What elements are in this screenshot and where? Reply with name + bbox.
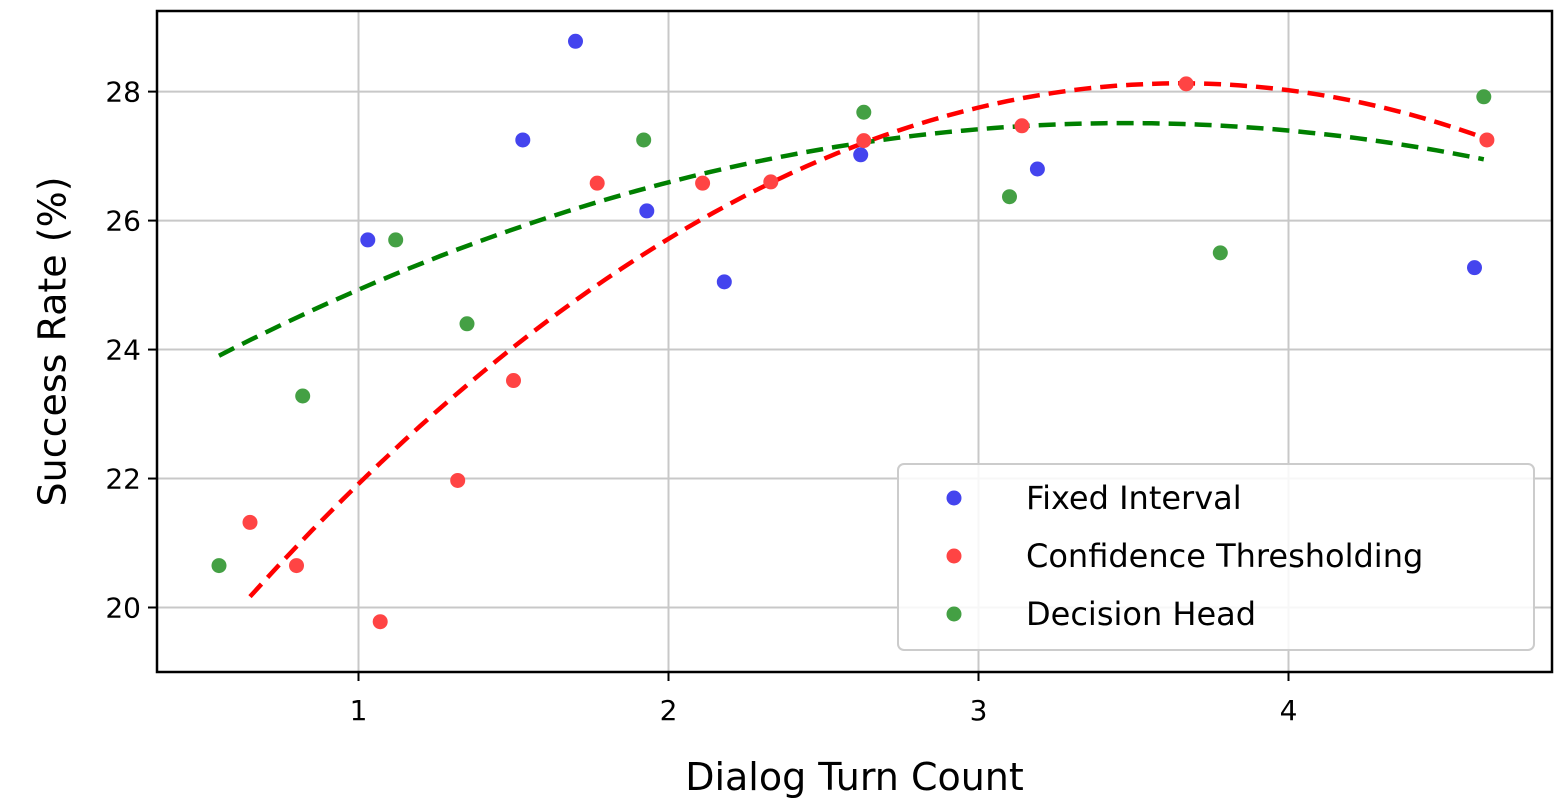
data-point xyxy=(856,133,872,149)
data-point xyxy=(589,175,605,191)
y-tick-label: 24 xyxy=(105,334,141,367)
trend-lines xyxy=(217,81,1488,599)
trend-line xyxy=(248,81,1488,599)
data-point xyxy=(856,104,872,120)
data-point xyxy=(568,33,583,49)
data-point xyxy=(639,203,655,219)
data-point xyxy=(1467,260,1482,276)
x-tick-label: 4 xyxy=(1280,694,1298,727)
y-tick-label: 26 xyxy=(105,205,141,238)
data-point xyxy=(459,316,475,332)
y-tick-label: 28 xyxy=(105,76,141,109)
legend: Fixed Interval Confidence Thresholding Dec… xyxy=(897,463,1535,651)
data-point xyxy=(242,514,258,530)
data-point xyxy=(636,132,652,148)
y-tick-label: 22 xyxy=(105,463,141,496)
x-tick-label: 1 xyxy=(350,694,368,727)
x-axis-ticks: 1 2 3 4 xyxy=(350,672,1298,727)
data-point xyxy=(763,174,779,190)
grid-lines xyxy=(157,11,1552,672)
data-point xyxy=(388,232,404,248)
data-point xyxy=(1178,76,1194,92)
legend-label: Confidence Thresholding xyxy=(1026,537,1423,575)
data-point xyxy=(450,472,466,488)
legend-box xyxy=(897,463,1535,651)
y-tick-label: 20 xyxy=(105,592,141,625)
data-point xyxy=(1479,132,1495,148)
data-point xyxy=(716,274,732,290)
data-point xyxy=(1476,89,1492,105)
legend-marker xyxy=(946,548,962,564)
plot-frame xyxy=(155,9,1554,674)
legend-marker xyxy=(946,606,962,622)
legend-label: Decision Head xyxy=(1026,595,1256,633)
data-points xyxy=(211,33,1495,630)
data-point xyxy=(211,558,227,574)
data-point xyxy=(295,388,311,404)
data-point xyxy=(515,132,531,148)
data-point xyxy=(695,175,711,191)
legend-marker xyxy=(946,490,962,506)
y-axis-label: Success Rate (%) xyxy=(30,176,74,506)
data-point xyxy=(289,558,304,574)
data-point xyxy=(853,147,869,163)
y-axis-ticks: 20 22 24 26 28 xyxy=(105,76,157,625)
x-tick-label: 3 xyxy=(970,694,988,727)
data-point xyxy=(1029,161,1045,177)
data-point xyxy=(1014,118,1030,134)
data-point xyxy=(1002,189,1017,205)
legend-label: Fixed Interval xyxy=(1026,479,1242,517)
x-axis-label: Dialog Turn Count xyxy=(685,755,1024,799)
x-tick-label: 2 xyxy=(660,694,678,727)
data-point xyxy=(506,373,521,389)
data-point xyxy=(360,232,376,248)
data-point xyxy=(372,614,388,630)
data-point xyxy=(1212,245,1228,261)
trend-line xyxy=(217,120,1485,358)
